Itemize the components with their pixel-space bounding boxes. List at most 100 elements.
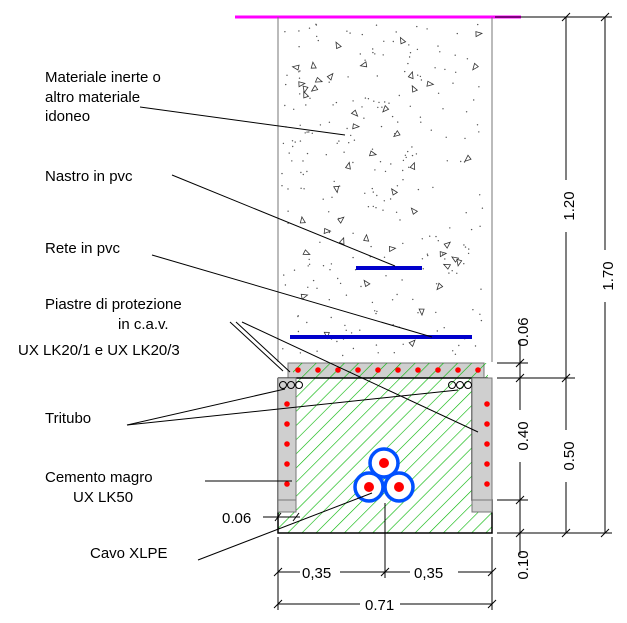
dim-010: 0.10 xyxy=(515,550,532,579)
fill-grain xyxy=(391,299,394,301)
fill-stone xyxy=(475,31,484,38)
fill-grain xyxy=(325,154,327,156)
fill-grain xyxy=(315,24,318,26)
fill-grain xyxy=(359,329,361,331)
rebar-dot xyxy=(484,421,490,427)
fill-grain xyxy=(283,274,285,276)
fill-grain xyxy=(287,188,289,190)
fill-grain xyxy=(348,142,350,144)
fill-stone xyxy=(310,61,317,69)
fill-grain xyxy=(411,154,414,157)
fill-grain xyxy=(478,86,480,88)
fill-grain xyxy=(409,105,411,108)
fill-grain xyxy=(479,194,481,196)
fill-grain xyxy=(419,75,422,78)
fill-grain xyxy=(352,161,354,164)
fill-grain xyxy=(435,311,437,314)
fill-grain xyxy=(378,101,380,104)
fill-grain xyxy=(292,145,294,148)
fill-grain xyxy=(328,81,330,83)
fill-grain xyxy=(372,205,374,208)
fill-grain xyxy=(345,294,348,296)
fill-grain xyxy=(442,108,444,110)
fill-grain xyxy=(451,270,453,272)
rebar-dot xyxy=(284,421,290,427)
fill-stone xyxy=(451,256,460,263)
fill-grain xyxy=(373,100,375,102)
fill-grain xyxy=(330,316,332,319)
fill-grain xyxy=(411,146,413,148)
fill-stone xyxy=(391,188,399,196)
fill-grain xyxy=(437,240,439,242)
fill-grain xyxy=(445,136,447,138)
fill-grain xyxy=(354,269,357,271)
fill-grain xyxy=(331,196,333,198)
fill-stone xyxy=(335,41,342,50)
rebar-dot xyxy=(484,401,490,407)
fill-grain xyxy=(384,101,386,103)
fill-grain xyxy=(437,92,440,95)
tritubo-right xyxy=(448,381,472,389)
fill-grain xyxy=(408,44,410,46)
vertical-dimension-lines xyxy=(495,12,612,555)
fill-grain xyxy=(281,185,283,187)
fill-grain xyxy=(408,56,411,58)
fill-grain xyxy=(311,132,313,134)
fill-grain xyxy=(380,125,383,128)
fill-grain xyxy=(426,253,429,255)
fill-grain xyxy=(322,265,325,267)
fill-grain xyxy=(464,246,467,248)
fill-grain xyxy=(444,258,446,260)
fill-grain xyxy=(472,309,474,311)
fill-grain xyxy=(307,265,309,267)
fill-stone xyxy=(326,72,334,81)
fill-grain xyxy=(345,329,347,331)
fill-grain xyxy=(302,173,304,176)
fill-grain xyxy=(412,298,414,301)
rebar-dot xyxy=(284,441,290,447)
fill-grain xyxy=(349,32,351,34)
fill-grain xyxy=(372,51,374,54)
fill-grain xyxy=(342,354,344,357)
fill-grain xyxy=(407,150,409,153)
fill-grain xyxy=(367,98,370,100)
fill-stone xyxy=(337,216,345,224)
fill-stone xyxy=(299,215,306,224)
fill-stone xyxy=(382,104,390,113)
fill-grain xyxy=(376,194,378,197)
fill-stone xyxy=(388,245,397,253)
fill-grain xyxy=(382,54,384,56)
fill-grain xyxy=(335,101,338,104)
fill-grain xyxy=(419,116,422,118)
fill-grain xyxy=(448,272,450,274)
rebar-dot xyxy=(395,367,401,373)
fill-stone xyxy=(456,258,463,267)
fill-grain xyxy=(353,139,356,141)
fill-stone xyxy=(338,236,345,246)
fill-grain xyxy=(393,352,395,354)
fill-grain xyxy=(374,310,376,312)
fill-grain xyxy=(409,52,412,54)
fill-stone xyxy=(411,84,419,93)
fill-grain xyxy=(307,286,309,288)
fill-grain xyxy=(476,124,479,126)
label-piastre-line2: in c.a.v. xyxy=(118,316,169,333)
fill-stone xyxy=(409,161,416,171)
dim-170: 1.70 xyxy=(600,261,617,290)
fill-grain xyxy=(465,111,468,113)
fill-stone xyxy=(363,279,371,288)
label-inert-line1: Materiale inerte o xyxy=(45,69,161,86)
fill-grain xyxy=(370,245,372,248)
fill-stone xyxy=(323,227,332,235)
fill-stone xyxy=(303,90,310,99)
fill-grain xyxy=(398,94,400,97)
fill-grain xyxy=(439,51,441,53)
fill-grain xyxy=(298,71,300,73)
dim-040: 0.40 xyxy=(515,421,532,450)
fill-grain xyxy=(477,23,479,26)
fill-grain xyxy=(284,31,286,33)
fill-grain xyxy=(429,235,431,237)
dim-071: 0.71 xyxy=(365,597,394,614)
fill-grain xyxy=(381,106,383,108)
